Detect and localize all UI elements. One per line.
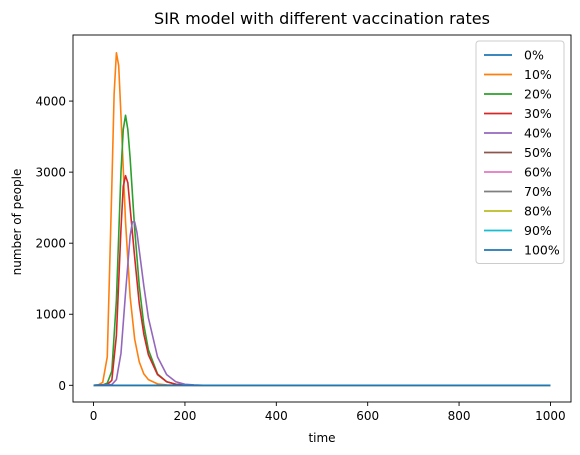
- series-line-40-pct: [93, 221, 551, 387]
- x-tick-label: 1000: [535, 409, 566, 423]
- legend-label: 30%: [524, 106, 552, 121]
- legend-entry: 10%: [484, 67, 552, 82]
- x-tick-label: 800: [448, 409, 471, 423]
- x-axis-label: time: [308, 431, 335, 445]
- legend-label: 40%: [524, 126, 552, 141]
- plot-frame: [72, 34, 572, 403]
- legend-entry: 50%: [484, 145, 552, 160]
- y-tick-label: 0: [58, 379, 66, 393]
- legend-entry: 70%: [484, 184, 552, 199]
- legend-label: 20%: [524, 87, 552, 102]
- y-axis-label: number of people: [10, 169, 24, 276]
- legend-entry: 80%: [484, 204, 552, 219]
- legend: 0% 10% 20% 30% 40% 50% 60% 70% 80% 90% 100%: [475, 40, 565, 264]
- legend-box: [475, 40, 565, 264]
- legend-label: 60%: [524, 165, 552, 180]
- legend-entry: 60%: [484, 165, 552, 180]
- legend-entry: 40%: [484, 126, 552, 141]
- legend-entry: 100%: [484, 243, 560, 258]
- legend-entry: 30%: [484, 106, 552, 121]
- legend-label: 90%: [524, 223, 552, 238]
- x-axis-ticks: 0 200 400 600 800 1000: [90, 402, 566, 423]
- legend-entry: 0%: [484, 48, 544, 63]
- chart-title: SIR model with different vaccination rat…: [154, 9, 490, 28]
- x-tick-label: 200: [173, 409, 196, 423]
- legend-label: 100%: [524, 243, 560, 258]
- legend-label: 10%: [524, 67, 552, 82]
- legend-label: 80%: [524, 204, 552, 219]
- y-tick-label: 2000: [35, 237, 66, 251]
- x-tick-label: 400: [265, 409, 288, 423]
- y-tick-label: 1000: [35, 308, 66, 322]
- legend-label: 70%: [524, 184, 552, 199]
- legend-entry: 90%: [484, 223, 552, 238]
- y-axis-ticks: 0 1000 2000 3000 4000: [35, 95, 73, 393]
- legend-label: 0%: [524, 48, 544, 63]
- series-line-30-pct: [93, 174, 551, 387]
- plot-area: [72, 34, 572, 403]
- legend-label: 50%: [524, 145, 552, 160]
- legend-entry: 20%: [484, 87, 552, 102]
- series-lines: [93, 51, 551, 387]
- y-tick-label: 3000: [35, 166, 66, 180]
- x-tick-label: 0: [90, 409, 98, 423]
- y-tick-label: 4000: [35, 95, 66, 109]
- x-tick-label: 600: [356, 409, 379, 423]
